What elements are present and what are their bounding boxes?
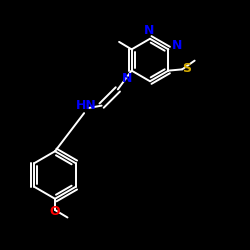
Text: HN: HN (76, 98, 96, 112)
Text: N: N (172, 39, 182, 52)
Text: N: N (122, 72, 132, 85)
Text: N: N (144, 24, 154, 36)
Text: S: S (182, 62, 191, 74)
Text: O: O (50, 205, 60, 218)
